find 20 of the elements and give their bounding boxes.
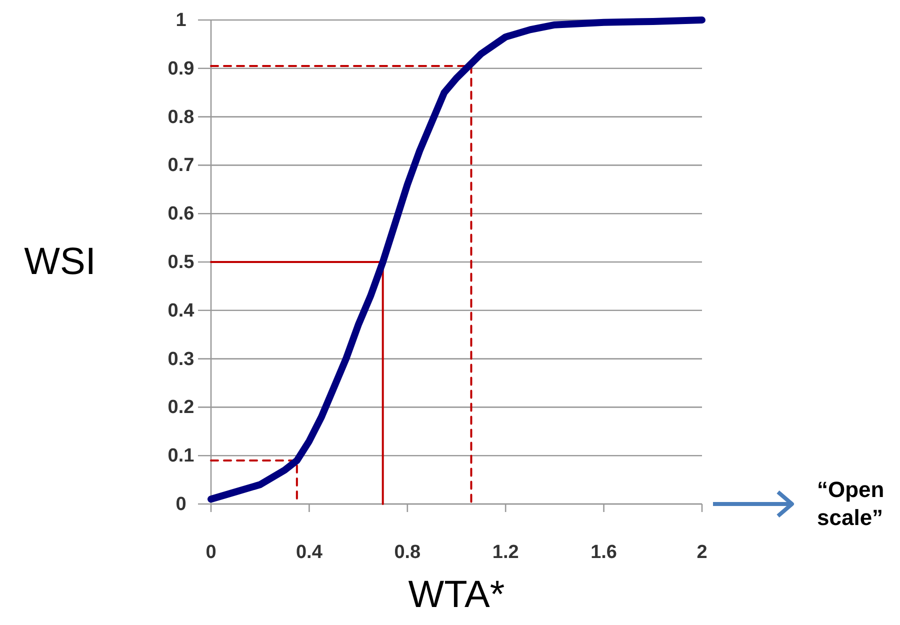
x-tick-label: 1.2: [492, 542, 519, 563]
x-tick-label: 0: [206, 542, 216, 563]
y-tick-label: 0.9: [168, 58, 194, 80]
y-tick-label: 0: [176, 494, 186, 515]
y-tick-label: 0.3: [168, 348, 194, 370]
x-tick-label: 2: [696, 542, 708, 563]
y-tick-label: 0.8: [168, 106, 194, 128]
y-tick-label: 0.2: [168, 397, 194, 418]
y-tick-label: 0.5: [168, 252, 195, 273]
x-axis-title: WTA*: [408, 574, 505, 616]
y-tick-label: 1: [176, 10, 187, 31]
y-axis-title: WSI: [24, 241, 96, 283]
x-tick-label: 0.4: [296, 542, 323, 563]
x-tick-label: 0.8: [394, 542, 421, 563]
x-tick-label: 1.6: [590, 542, 618, 563]
text: “Open scale”: [817, 477, 884, 530]
y-tick-label: 0.4: [168, 300, 195, 322]
y-tick-label: 0.6: [168, 204, 194, 225]
y-tick-label: 0.1: [168, 446, 195, 467]
y-tick-label: 0.7: [168, 155, 194, 176]
